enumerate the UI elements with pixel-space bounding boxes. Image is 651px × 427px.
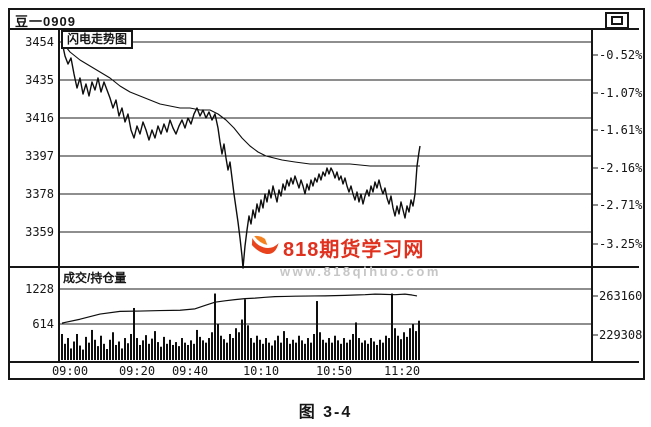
- axis-tick-label: 3378: [25, 187, 54, 201]
- time-tick-label: 09:40: [171, 364, 209, 378]
- axis-tick-label: -1.61%: [599, 123, 643, 137]
- price-panel-title: 闪电走势图: [61, 30, 134, 49]
- figure-caption: 图 3-4: [298, 404, 353, 421]
- axis-tick-label: 3397: [25, 149, 54, 163]
- time-tick-label: 09:20: [118, 364, 156, 378]
- window-titlebar: 豆一0909: [10, 10, 639, 30]
- axis-tick-label: 3359: [25, 225, 54, 239]
- axis-tick-label: 1228: [25, 282, 54, 296]
- x-axis-line: [10, 361, 639, 363]
- axis-tick-label: -2.71%: [599, 198, 643, 212]
- axis-tick-label: 263160: [599, 289, 643, 303]
- right-axis-border: [591, 30, 593, 362]
- axis-tick-label: 3454: [25, 35, 54, 49]
- axis-tick-label: 229308: [599, 328, 643, 342]
- time-tick-label: 10:50: [315, 364, 353, 378]
- axis-tick-label: 614: [32, 317, 54, 331]
- volume-panel-title: 成交/持仓量: [63, 271, 127, 285]
- axis-tick-label: -0.52%: [599, 48, 643, 62]
- maximize-button[interactable]: [605, 12, 629, 29]
- axis-tick-label: -3.25%: [599, 237, 643, 251]
- window-title: 豆一0909: [15, 14, 76, 29]
- left-axis-ticks: 3454 3435 3416 3397 3378 3359 1228 614: [8, 0, 54, 427]
- right-axis-ticks: -0.52% -1.07% -1.61% -2.16% -2.71% -3.25% 2631…: [599, 0, 647, 427]
- axis-tick-label: 3435: [25, 73, 54, 87]
- axis-tick-label: -2.16%: [599, 161, 643, 175]
- maximize-icon: [611, 16, 623, 25]
- time-tick-label: 11:20: [383, 364, 421, 378]
- time-tick-label: 09:00: [51, 364, 89, 378]
- axis-tick-label: -1.07%: [599, 86, 643, 100]
- chart-window: [8, 8, 645, 380]
- axis-tick-label: 3416: [25, 111, 54, 125]
- left-axis-border: [58, 30, 60, 362]
- time-tick-label: 10:10: [242, 364, 280, 378]
